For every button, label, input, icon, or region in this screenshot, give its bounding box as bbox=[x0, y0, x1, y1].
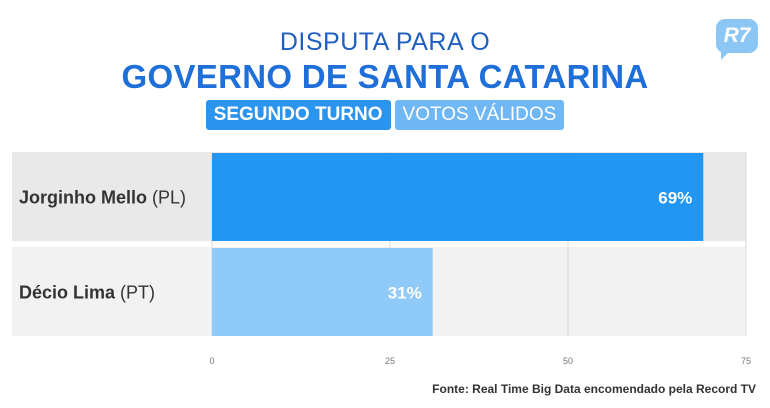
x-tick-label: 0 bbox=[209, 356, 214, 366]
category-label: Décio Lima (PT) bbox=[19, 283, 155, 303]
candidate-name: Jorginho Mello bbox=[19, 188, 152, 208]
round-badge: SEGUNDO TURNO bbox=[205, 100, 391, 130]
data-label: 69% bbox=[658, 189, 692, 208]
data-label: 31% bbox=[388, 284, 422, 303]
r7-logo: R7 bbox=[716, 19, 758, 60]
x-tick-label: 75 bbox=[741, 356, 751, 366]
valid-votes-badge: VOTOS VÁLIDOS bbox=[394, 100, 565, 130]
category-label: Jorginho Mello (PL) bbox=[19, 188, 186, 208]
subtitle-badges: SEGUNDO TURNO VOTOS VÁLIDOS bbox=[0, 100, 770, 130]
bar bbox=[212, 153, 704, 241]
party-label: (PL) bbox=[152, 188, 186, 208]
title-line-1: DISPUTA PARA O bbox=[279, 28, 491, 56]
x-tick-label: 50 bbox=[563, 356, 573, 366]
party-label: (PT) bbox=[120, 283, 155, 303]
title-line-2: GOVERNO DE SANTA CATARINA bbox=[121, 58, 649, 95]
candidate-name: Décio Lima bbox=[19, 283, 120, 303]
bar bbox=[212, 248, 433, 336]
source-note: Fonte: Real Time Big Data encomendado pe… bbox=[432, 382, 756, 396]
x-tick-label: 25 bbox=[385, 356, 395, 366]
